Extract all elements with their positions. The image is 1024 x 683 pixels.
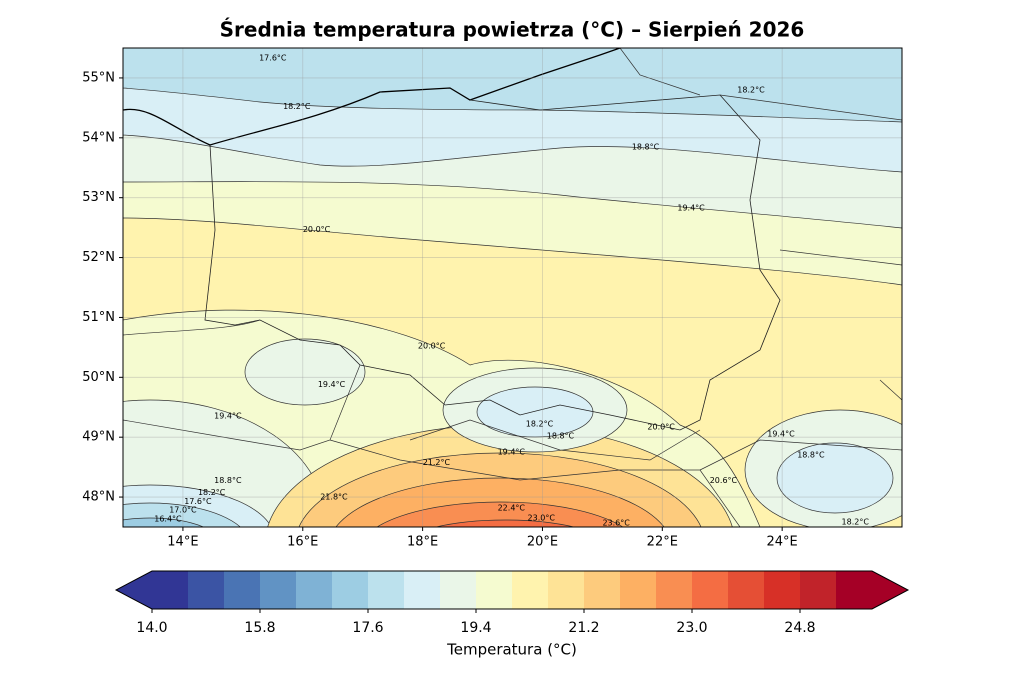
colorbar-segment [656,571,693,609]
contour-label: 19.4°C [677,203,705,212]
y-tick-label: 53°N [82,190,115,205]
colorbar-tick-label: 17.6 [352,620,383,636]
contour-label: 17.6°C [259,54,287,63]
contour-label: 19.4°C [498,448,526,457]
blob [376,501,624,527]
x-tick-label: 20°E [527,535,558,550]
contour-label: 18.2°C [198,488,226,497]
contour-label: 20.0°C [303,225,331,234]
contour-label: 18.2°C [283,102,311,111]
blob [123,517,205,527]
border [123,48,902,527]
colorbar-segment [332,571,369,609]
contour-label: 18.2°C [842,518,870,527]
contour-label: 17.0°C [169,506,197,515]
contour-label: 18.8°C [547,431,575,440]
colorbar-frame [114,570,910,610]
colorbar-label: Temperatura (°C) [446,641,577,659]
chart-title: Średnia temperatura powietrza (°C) – Sie… [220,18,805,42]
y-tick-label: 55°N [82,70,115,85]
y-tick-label: 51°N [82,310,115,325]
blob [476,386,594,438]
colorbar-segment [368,571,405,609]
colorbar-segment [296,571,333,609]
contour-label: 20.0°C [647,423,675,432]
y-tick-label: 50°N [82,370,115,385]
map: 17.6°C18.2°C18.2°C18.8°C19.4°C20.0°C20.0… [123,48,902,573]
contour-label: 20.0°C [418,342,446,351]
colorbar-tick-label: 15.8 [244,620,275,636]
colorbar-tick-label: 14.0 [136,620,167,636]
colorbar-tick-label: 21.2 [568,620,599,636]
blob [480,537,640,573]
colorbar-segment [476,571,513,609]
coast [123,48,621,146]
contour-label: 18.2°C [737,85,765,94]
contour-label: 23.6°C [602,518,630,527]
colorbar-tick-label: 23.0 [676,620,707,636]
colorbar-segment [152,571,189,609]
contour-label: 21.2°C [423,458,451,467]
colorbar-tick-label: 19.4 [460,620,491,636]
contour-label: 16.4°C [154,515,182,524]
contour-label: 21.8°C [320,493,348,502]
blob [776,442,894,514]
colorbar-segment [224,571,261,609]
y-tick-label: 54°N [82,130,115,145]
contour-label: 23.0°C [528,514,556,523]
colorbar-extend [872,571,908,609]
contour-label: 20.6°C [710,476,738,485]
colorbar-segment [584,571,621,609]
colorbar-extend [116,571,152,609]
contour-label: 18.8°C [797,451,825,460]
y-tick-label: 49°N [82,430,115,445]
map-frame [122,47,903,528]
colorbar-segment [620,571,657,609]
colorbar-segment [692,571,729,609]
blob [434,519,576,527]
colorbar-segment [440,571,477,609]
colorbar-segment [728,571,765,609]
x-tick-label: 16°E [287,535,318,550]
y-tick-label: 48°N [82,490,115,505]
colorbar-segment [188,571,225,609]
colorbar-segment [512,571,549,609]
colorbar-segment [260,571,297,609]
x-tick-label: 14°E [167,535,198,550]
contour-label: 19.4°C [318,380,346,389]
contour-label: 19.4°C [214,412,242,421]
contour-label: 19.4°C [767,430,795,439]
colorbar-segment [548,571,585,609]
contour-label: 18.2°C [526,420,554,429]
contour-label: 18.8°C [632,142,660,151]
x-tick-label: 18°E [407,535,438,550]
colorbar-segment [404,571,441,609]
contour-label: 22.4°C [498,503,526,512]
x-tick-label: 22°E [647,535,678,550]
colorbar-tick-label: 24.8 [784,620,815,636]
colorbar-segment [836,571,873,609]
contour-label: 17.6°C [184,497,212,506]
colorbar-segment [800,571,837,609]
colorbar-segment [764,571,801,609]
blob [244,338,366,406]
x-tick-label: 24°E [767,535,798,550]
contour-label: 18.8°C [214,476,242,485]
y-tick-label: 52°N [82,250,115,265]
